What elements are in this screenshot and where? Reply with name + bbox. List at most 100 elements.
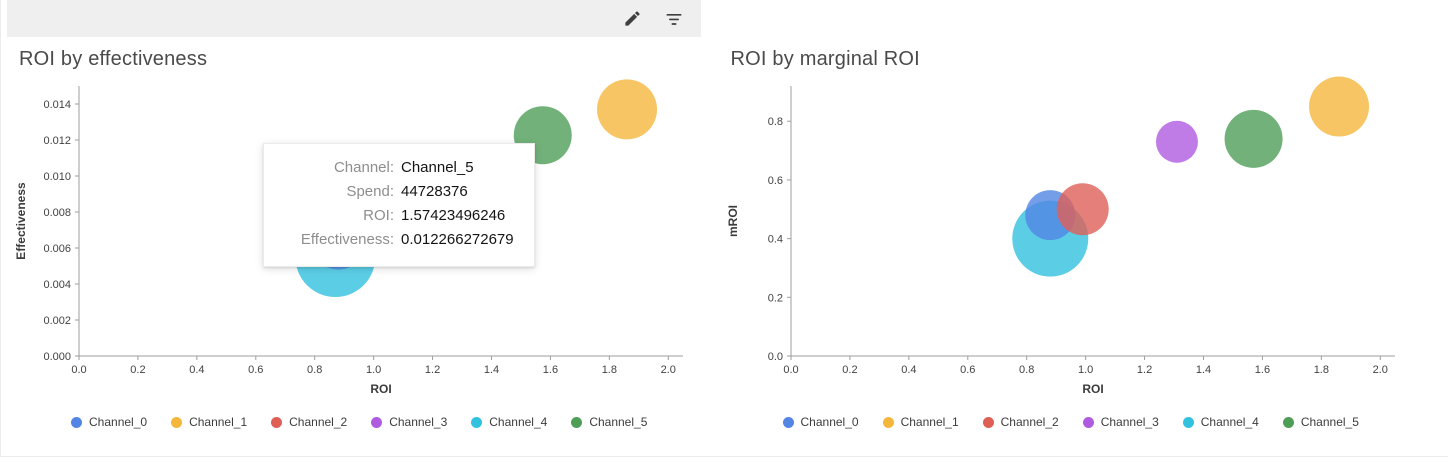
tooltip-row: Spend: 44728376 <box>284 180 514 204</box>
svg-text:0.2: 0.2 <box>842 364 857 376</box>
svg-text:ROI: ROI <box>1082 382 1103 396</box>
svg-text:0.014: 0.014 <box>43 99 71 111</box>
legend-dot <box>882 416 894 428</box>
legend-label: Channel_5 <box>1300 415 1359 429</box>
legend-item-Channel_1[interactable]: Channel_1 <box>882 415 959 429</box>
svg-text:0.6: 0.6 <box>960 364 975 376</box>
legend-label: Channel_0 <box>89 415 148 429</box>
svg-text:0.4: 0.4 <box>901 364 916 376</box>
legend-dot <box>982 416 994 428</box>
legend-item-Channel_0[interactable]: Channel_0 <box>782 415 859 429</box>
svg-text:0.8: 0.8 <box>307 364 322 376</box>
legend-dot <box>371 416 383 428</box>
filter-button[interactable] <box>657 2 691 36</box>
svg-text:0.8: 0.8 <box>1019 364 1034 376</box>
legend-dot <box>271 416 283 428</box>
svg-text:1.8: 1.8 <box>1313 364 1328 376</box>
tooltip-label: Effectiveness: <box>300 231 394 248</box>
legend-item-Channel_4[interactable]: Channel_4 <box>1182 415 1259 429</box>
chart-card-roi-by-marginal-roi: ROI by marginal ROI 0.0 0.2 0.4 0.6 0.8 0.0 0.… <box>713 37 1448 429</box>
svg-text:0.0: 0.0 <box>783 364 798 376</box>
legend-item-Channel_2[interactable]: Channel_2 <box>982 415 1059 429</box>
chart-tooltip: Channel: Channel_5 Spend: 44728376 ROI: … <box>263 143 535 267</box>
tooltip-value: 0.012266272679 <box>401 231 514 248</box>
legend-item-Channel_3[interactable]: Channel_3 <box>371 415 447 429</box>
svg-text:0.0: 0.0 <box>767 351 782 363</box>
legend-item-Channel_2[interactable]: Channel_2 <box>271 415 347 429</box>
bubble-Channel_1[interactable] <box>597 79 658 140</box>
legend: Channel_0 Channel_1 Channel_2 Channel_3 Chan… <box>71 415 713 429</box>
legend-item-Channel_3[interactable]: Channel_3 <box>1082 415 1159 429</box>
svg-text:0.004: 0.004 <box>43 279 71 291</box>
bubble-chart-svg: 0.0 0.2 0.4 0.6 0.8 0.0 0.2 0.4 0.6 0.8 1.0 1.2 1.4 1… <box>726 76 1395 396</box>
svg-text:0.2: 0.2 <box>130 364 145 376</box>
svg-text:1.0: 1.0 <box>366 364 381 376</box>
tooltip-value: 1.57423496246 <box>401 207 506 224</box>
chart-card-roi-by-effectiveness: ROI by effectiveness 0.000 0.002 0.004 0.00… <box>1 37 713 429</box>
tooltip-value: 44728376 <box>401 183 468 200</box>
bubble-plot-mroi[interactable]: 0.0 0.2 0.4 0.6 0.8 0.0 0.2 0.4 0.6 0.8 1.0 1.2 1.4 1… <box>721 74 1448 409</box>
legend: Channel_0 Channel_1 Channel_2 Channel_3 Chan… <box>782 415 1448 429</box>
svg-text:0.4: 0.4 <box>189 364 204 376</box>
svg-text:0.012: 0.012 <box>43 135 71 147</box>
svg-text:0.010: 0.010 <box>43 171 71 183</box>
svg-text:1.2: 1.2 <box>1136 364 1151 376</box>
svg-text:mROI: mROI <box>726 205 740 237</box>
legend-dot <box>471 416 483 428</box>
bubble-Channel_3[interactable] <box>1155 120 1198 163</box>
svg-text:0.6: 0.6 <box>767 175 782 187</box>
charts-row: ROI by effectiveness 0.000 0.002 0.004 0.00… <box>1 0 1448 429</box>
legend-item-Channel_0[interactable]: Channel_0 <box>71 415 147 429</box>
bubble-Channel_1[interactable] <box>1308 76 1369 137</box>
svg-text:1.4: 1.4 <box>484 364 499 376</box>
tooltip-label: Spend: <box>346 183 394 200</box>
chart-toolbar <box>7 0 701 37</box>
legend-label: Channel_0 <box>800 415 859 429</box>
legend-dot <box>1082 416 1094 428</box>
legend-item-Channel_1[interactable]: Channel_1 <box>171 415 247 429</box>
svg-text:0.6: 0.6 <box>248 364 263 376</box>
filter-icon <box>666 13 682 25</box>
tooltip-label: ROI: <box>363 207 394 224</box>
svg-text:0.000: 0.000 <box>43 351 71 363</box>
svg-text:0.4: 0.4 <box>767 234 782 246</box>
legend-item-Channel_4[interactable]: Channel_4 <box>471 415 547 429</box>
svg-text:1.4: 1.4 <box>1195 364 1210 376</box>
svg-text:0.002: 0.002 <box>43 315 71 327</box>
legend-label: Channel_2 <box>1000 415 1059 429</box>
legend-dot <box>171 416 183 428</box>
legend-label: Channel_2 <box>289 415 348 429</box>
svg-text:1.0: 1.0 <box>1078 364 1093 376</box>
legend-label: Channel_1 <box>900 415 959 429</box>
legend-item-Channel_5[interactable]: Channel_5 <box>1282 415 1359 429</box>
legend-dot <box>782 416 794 428</box>
tooltip-row: Effectiveness: 0.012266272679 <box>284 228 514 252</box>
legend-item-Channel_5[interactable]: Channel_5 <box>571 415 647 429</box>
chart-title: ROI by marginal ROI <box>730 48 920 70</box>
edit-button[interactable] <box>615 2 649 36</box>
tooltip-row: Channel: Channel_5 <box>284 156 514 180</box>
svg-text:2.0: 2.0 <box>661 364 676 376</box>
svg-text:1.6: 1.6 <box>543 364 558 376</box>
svg-text:0.2: 0.2 <box>767 292 782 304</box>
tooltip-value: Channel_5 <box>401 159 474 176</box>
tooltip-label: Channel: <box>333 159 394 176</box>
tooltip-row: ROI: 1.57423496246 <box>284 204 514 228</box>
legend-label: Channel_3 <box>1100 415 1159 429</box>
chart-title: ROI by effectiveness <box>19 48 208 70</box>
legend-label: Channel_4 <box>1200 415 1259 429</box>
legend-label: Channel_1 <box>189 415 248 429</box>
edit-icon <box>624 11 640 26</box>
legend-label: Channel_5 <box>589 415 648 429</box>
svg-text:1.6: 1.6 <box>1254 364 1269 376</box>
bubble-Channel_5[interactable] <box>1224 109 1283 168</box>
legend-label: Channel_4 <box>489 415 548 429</box>
svg-text:1.2: 1.2 <box>425 364 440 376</box>
svg-text:0.8: 0.8 <box>767 116 782 128</box>
legend-dot <box>1182 416 1194 428</box>
legend-dot <box>1282 416 1294 428</box>
bubble-Channel_2[interactable] <box>1056 183 1109 236</box>
legend-dot <box>71 416 82 428</box>
legend-dot <box>571 416 583 428</box>
